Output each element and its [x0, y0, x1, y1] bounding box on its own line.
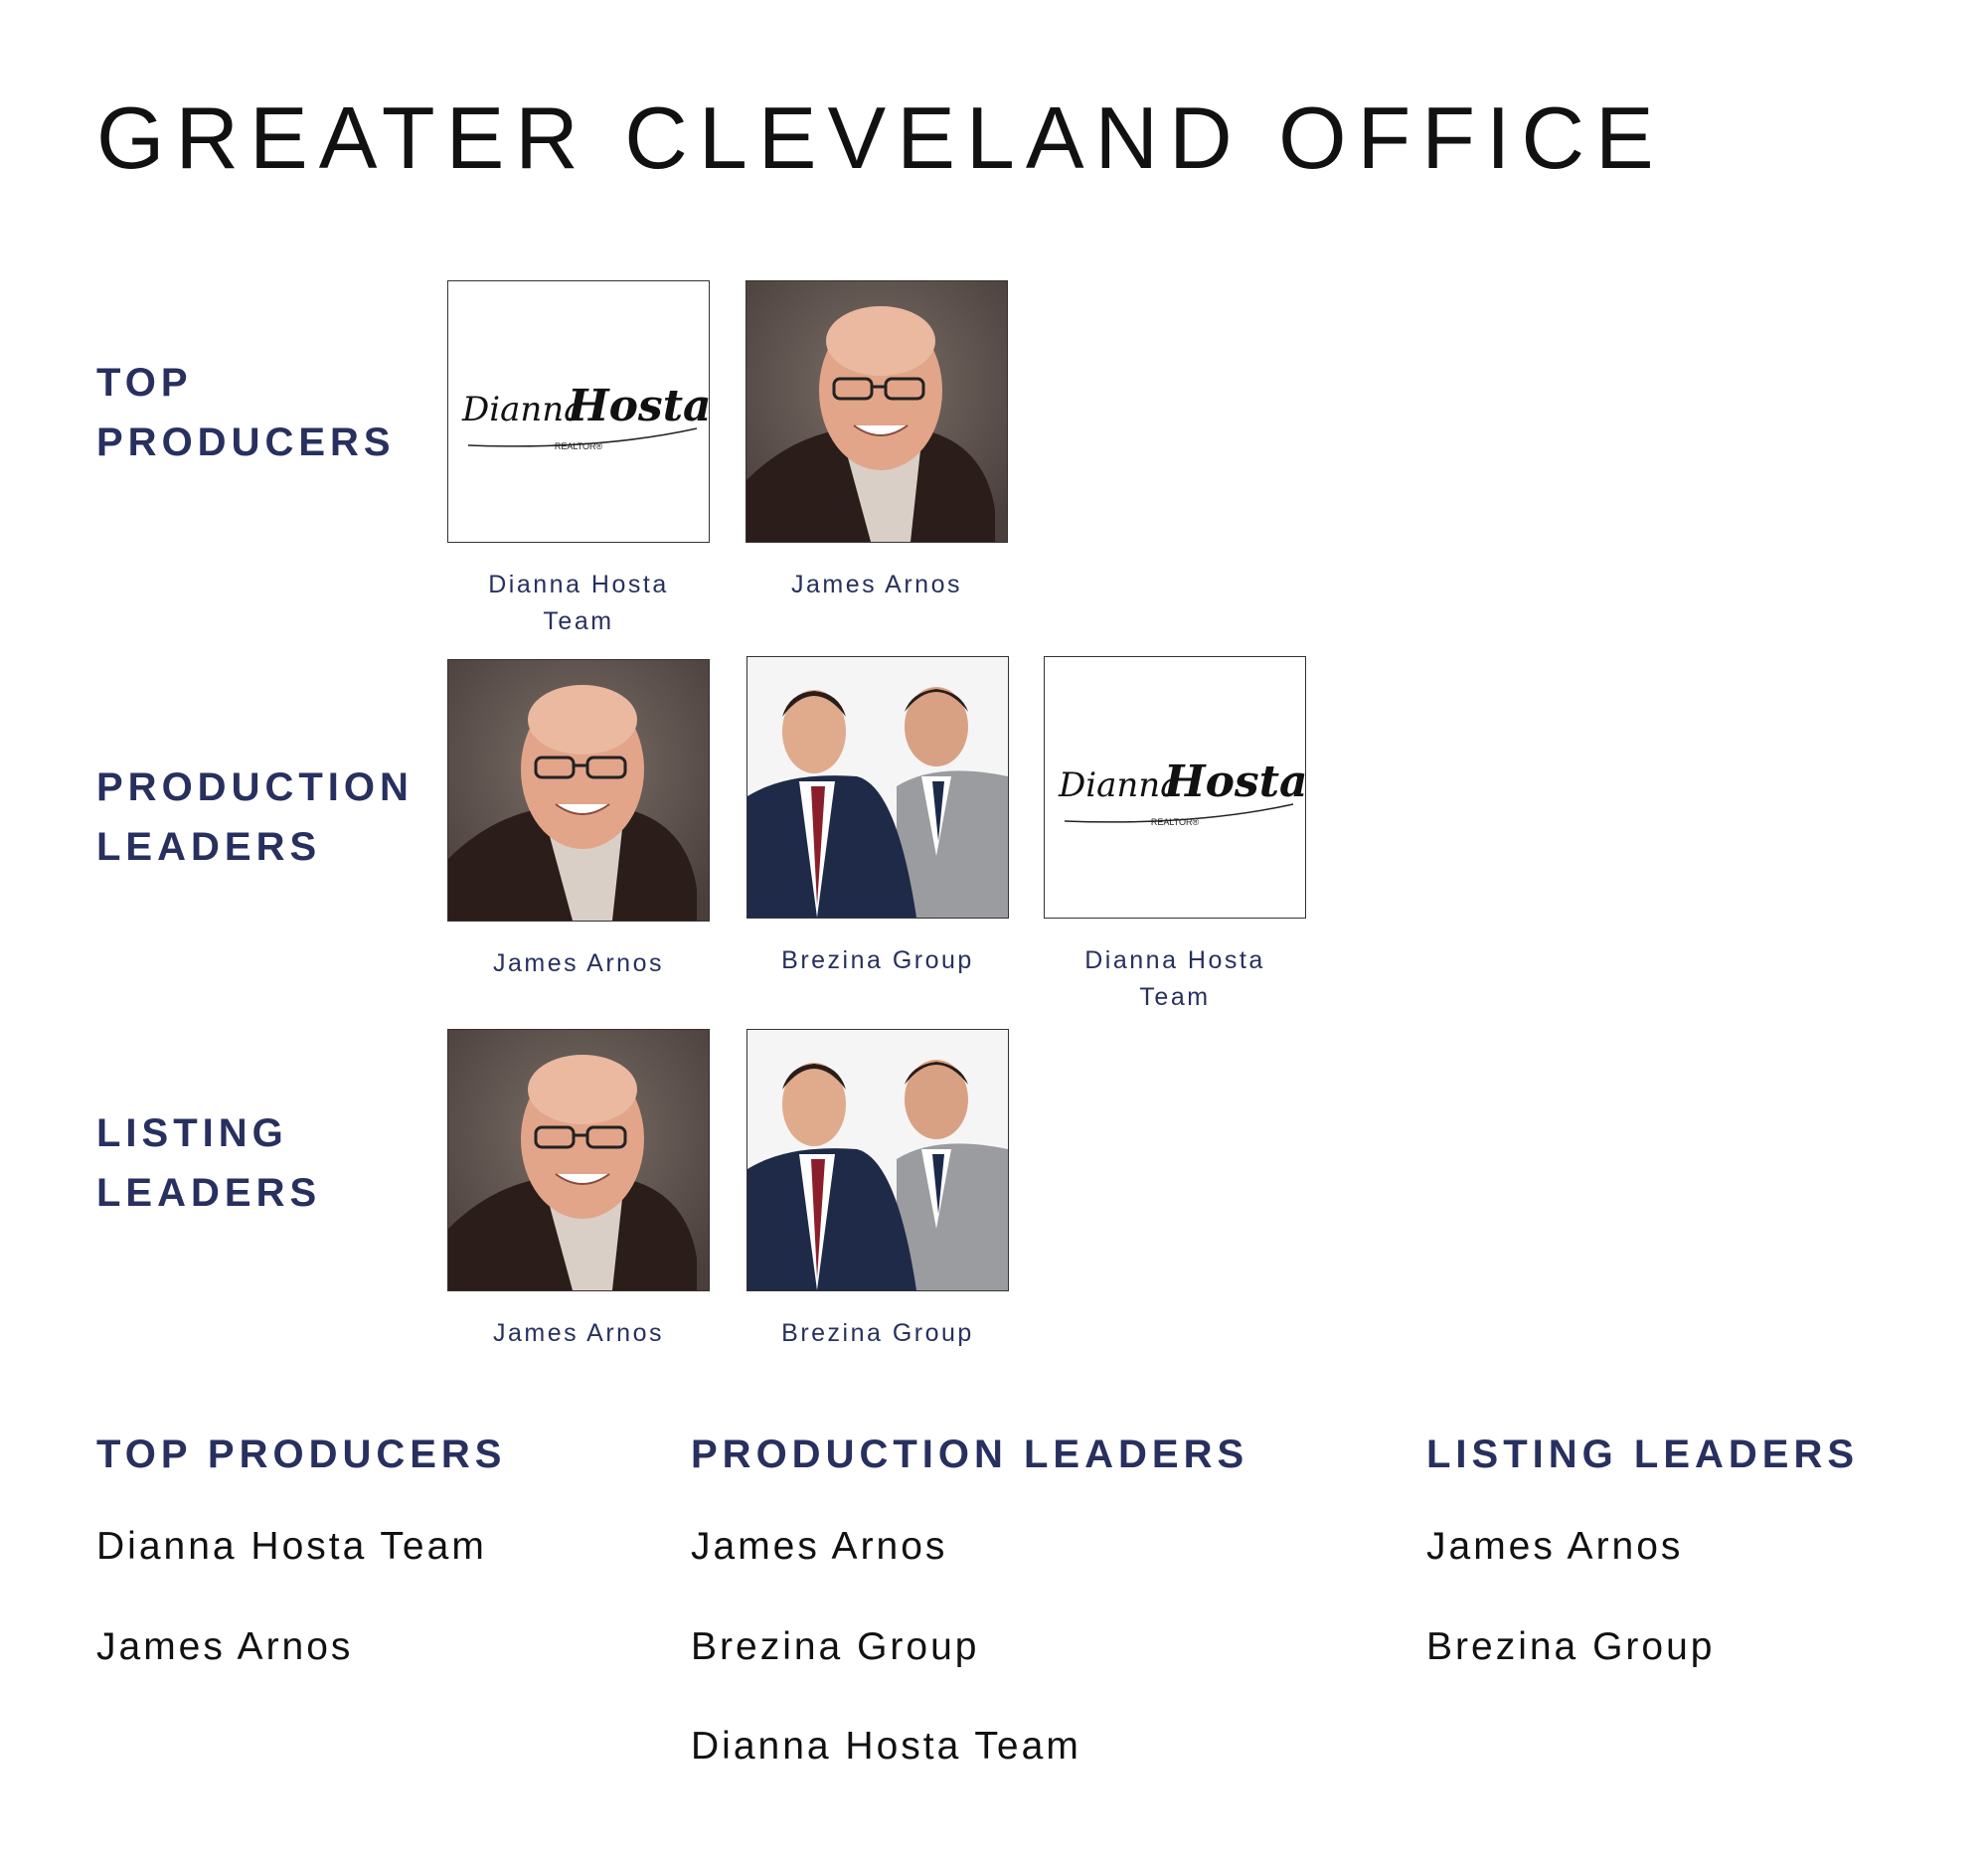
member-image-james-arnos[interactable] [746, 280, 1008, 543]
member-image-brezina-group[interactable] [746, 1029, 1009, 1291]
member-image-dianna-hosta-logo[interactable] [1044, 656, 1306, 919]
member-image-dianna-hosta-logo[interactable] [447, 280, 710, 543]
member-caption[interactable]: Dianna Hosta Team [1026, 942, 1324, 1016]
label-line: TOP [96, 361, 193, 405]
list-item[interactable]: James Arnos [691, 1525, 948, 1568]
label-line: LEADERS [96, 1171, 322, 1215]
label-line: LEADERS [96, 825, 322, 869]
list-item[interactable]: Brezina Group [691, 1625, 980, 1668]
caption-line: James Arnos [790, 571, 962, 598]
member-caption[interactable]: James Arnos [429, 945, 728, 982]
list-item[interactable]: Dianna Hosta Team [96, 1525, 487, 1568]
list-item[interactable]: Dianna Hosta Team [691, 1725, 1081, 1768]
category-label-listing-leaders: LISTING LEADERS [96, 1103, 321, 1223]
member-image-james-arnos[interactable] [447, 1029, 710, 1291]
label-line: PRODUCTION [96, 765, 414, 809]
category-label-production-leaders: PRODUCTION LEADERS [96, 758, 414, 877]
list-item[interactable]: Brezina Group [1426, 1625, 1716, 1668]
list-item[interactable]: James Arnos [1426, 1525, 1684, 1568]
member-image-james-arnos[interactable] [447, 659, 710, 922]
list-heading-listing-leaders: LISTING LEADERS [1426, 1433, 1860, 1476]
caption-line: Brezina Group [781, 1319, 974, 1347]
member-caption[interactable]: Dianna Hosta Team [429, 567, 728, 640]
member-caption[interactable]: James Arnos [728, 567, 1026, 603]
label-line: PRODUCERS [96, 421, 396, 464]
list-heading-top-producers: TOP PRODUCERS [96, 1433, 507, 1476]
caption-line: Dianna Hosta [1084, 946, 1265, 974]
caption-line: Dianna Hosta [488, 571, 669, 598]
page-title: GREATER CLEVELAND OFFICE [96, 88, 1665, 187]
list-item[interactable]: James Arnos [96, 1625, 354, 1668]
caption-line: James Arnos [492, 949, 664, 977]
category-label-top-producers: TOP PRODUCERS [96, 353, 396, 472]
member-caption[interactable]: James Arnos [429, 1315, 728, 1352]
caption-line: Team [543, 607, 614, 635]
caption-line: James Arnos [492, 1319, 664, 1347]
member-caption[interactable]: Brezina Group [729, 1315, 1027, 1352]
member-image-brezina-group[interactable] [746, 656, 1009, 919]
list-heading-production-leaders: PRODUCTION LEADERS [691, 1433, 1249, 1476]
member-caption[interactable]: Brezina Group [729, 942, 1027, 979]
caption-line: Brezina Group [781, 946, 974, 974]
label-line: LISTING [96, 1111, 288, 1155]
caption-line: Team [1139, 983, 1211, 1011]
